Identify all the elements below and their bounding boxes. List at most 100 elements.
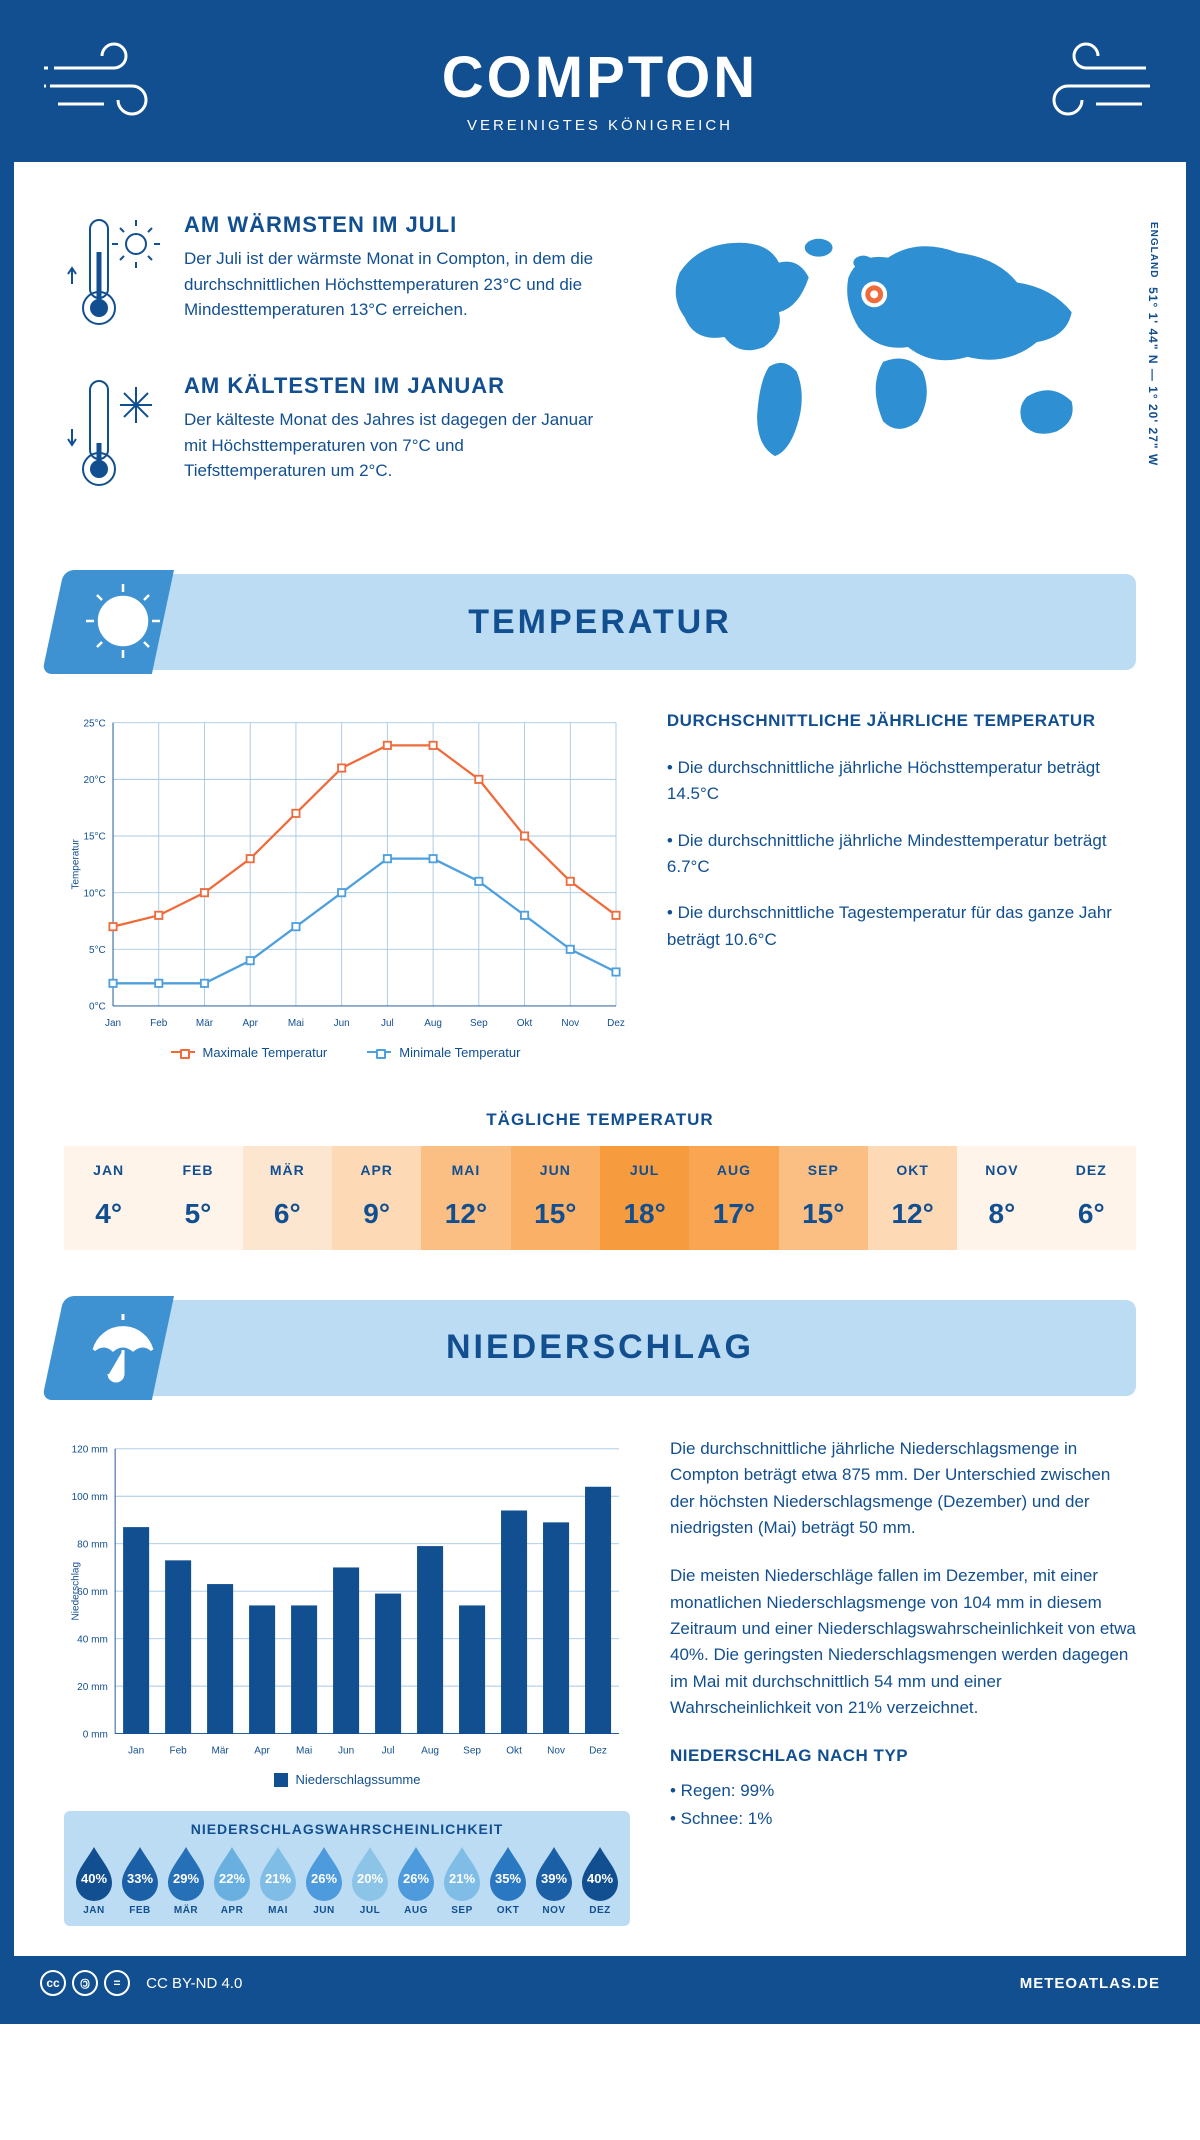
footer: cc 🄯 = CC BY-ND 4.0 METEOATLAS.DE xyxy=(14,1956,1186,2010)
legend-precip: Niederschlagssumme xyxy=(274,1772,421,1787)
svg-text:20°C: 20°C xyxy=(83,775,105,786)
svg-text:Feb: Feb xyxy=(150,1018,168,1029)
svg-text:Niederschlag: Niederschlag xyxy=(71,1562,82,1621)
svg-text:Dez: Dez xyxy=(607,1018,625,1029)
site-name: METEOATLAS.DE xyxy=(1020,1975,1160,1992)
prob-drop: 26% AUG xyxy=(394,1845,438,1916)
nd-icon: = xyxy=(104,1970,130,1996)
svg-text:Nov: Nov xyxy=(547,1746,565,1757)
umbrella-icon xyxy=(64,1296,194,1400)
by-icon: 🄯 xyxy=(72,1970,98,1996)
svg-text:Nov: Nov xyxy=(561,1018,579,1029)
daily-cell: FEB5° xyxy=(153,1146,242,1250)
daily-cell: JUN15° xyxy=(511,1146,600,1250)
temperature-facts: DURCHSCHNITTLICHE JÄHRLICHE TEMPERATUR •… xyxy=(667,710,1136,1060)
license-text: CC BY-ND 4.0 xyxy=(146,1975,242,1992)
svg-text:Mai: Mai xyxy=(296,1746,312,1757)
svg-text:Mär: Mär xyxy=(211,1746,229,1757)
prob-drop: 35% OKT xyxy=(486,1845,530,1916)
precip-probability: NIEDERSCHLAGSWAHRSCHEINLICHKEIT 40% JAN … xyxy=(64,1811,630,1926)
svg-text:Feb: Feb xyxy=(169,1746,187,1757)
svg-text:Apr: Apr xyxy=(254,1746,270,1757)
precip-chart: 0 mm 20 mm 40 mm 60 mm 80 mm 100 mm 120 mm Jan F… xyxy=(64,1436,630,1788)
temperature-banner: TEMPERATUR xyxy=(64,574,1136,670)
coldest-title: AM KÄLTESTEN IM JANUAR xyxy=(184,373,610,399)
section-title: NIEDERSCHLAG xyxy=(446,1328,754,1367)
prob-drop: 29% MÄR xyxy=(164,1845,208,1916)
svg-text:100 mm: 100 mm xyxy=(72,1492,108,1503)
svg-text:20 mm: 20 mm xyxy=(77,1682,108,1693)
prob-drop: 21% MAI xyxy=(256,1845,300,1916)
svg-text:Apr: Apr xyxy=(242,1018,258,1029)
thermometer-hot-icon xyxy=(64,212,164,337)
header: COMPTON VEREINIGTES KÖNIGREICH xyxy=(14,14,1186,162)
cc-icon: cc xyxy=(40,1970,66,1996)
legend-max: Maximale Temperatur xyxy=(171,1045,328,1060)
svg-text:Sep: Sep xyxy=(470,1018,488,1029)
daily-cell: DEZ6° xyxy=(1047,1146,1136,1250)
svg-text:Mär: Mär xyxy=(196,1018,214,1029)
world-map xyxy=(640,212,1136,472)
thermometer-cold-icon xyxy=(64,373,164,498)
warmest-block: AM WÄRMSTEN IM JULI Der Juli ist der wär… xyxy=(64,212,610,337)
coldest-text: Der kälteste Monat des Jahres ist dagege… xyxy=(184,407,610,484)
svg-text:60 mm: 60 mm xyxy=(77,1587,108,1598)
daily-cell: MÄR6° xyxy=(243,1146,332,1250)
svg-text:120 mm: 120 mm xyxy=(72,1444,108,1455)
svg-text:Jan: Jan xyxy=(105,1018,121,1029)
page-title: COMPTON xyxy=(14,44,1186,111)
prob-drop: 22% APR xyxy=(210,1845,254,1916)
prob-drop: 40% DEZ xyxy=(578,1845,622,1916)
prob-drop: 26% JUN xyxy=(302,1845,346,1916)
precip-text: Die durchschnittliche jährliche Niedersc… xyxy=(670,1436,1136,1927)
svg-text:10°C: 10°C xyxy=(83,888,105,899)
svg-text:0°C: 0°C xyxy=(89,1002,106,1013)
prob-drop: 40% JAN xyxy=(72,1845,116,1916)
page-subtitle: VEREINIGTES KÖNIGREICH xyxy=(14,117,1186,134)
prob-drop: 20% JUL xyxy=(348,1845,392,1916)
svg-text:Jul: Jul xyxy=(381,1018,394,1029)
svg-text:Sep: Sep xyxy=(463,1746,481,1757)
svg-text:25°C: 25°C xyxy=(83,718,105,729)
svg-text:Okt: Okt xyxy=(506,1746,522,1757)
coordinates: ENGLAND 51° 1' 44" N — 1° 20' 27" W xyxy=(1146,222,1160,466)
wind-icon xyxy=(1036,38,1156,128)
svg-text:15°C: 15°C xyxy=(83,832,105,843)
precip-banner: NIEDERSCHLAG xyxy=(64,1300,1136,1396)
daily-cell: APR9° xyxy=(332,1146,421,1250)
legend-min: Minimale Temperatur xyxy=(367,1045,520,1060)
daily-cell: JAN4° xyxy=(64,1146,153,1250)
daily-cell: NOV8° xyxy=(957,1146,1046,1250)
coldest-block: AM KÄLTESTEN IM JANUAR Der kälteste Mona… xyxy=(64,373,610,498)
svg-text:5°C: 5°C xyxy=(89,945,106,956)
daily-temp-grid: JAN4° FEB5° MÄR6° APR9° MAI12° JUN15° JU… xyxy=(64,1146,1136,1250)
daily-temp-title: TÄGLICHE TEMPERATUR xyxy=(14,1110,1186,1130)
svg-text:Aug: Aug xyxy=(424,1018,442,1029)
svg-text:40 mm: 40 mm xyxy=(77,1634,108,1645)
daily-cell: JUL18° xyxy=(600,1146,689,1250)
svg-text:Jun: Jun xyxy=(334,1018,350,1029)
daily-cell: SEP15° xyxy=(779,1146,868,1250)
svg-text:Mai: Mai xyxy=(288,1018,304,1029)
svg-text:Temperatur: Temperatur xyxy=(71,838,82,889)
daily-cell: OKT12° xyxy=(868,1146,957,1250)
sun-icon xyxy=(64,570,194,674)
svg-text:Dez: Dez xyxy=(589,1746,607,1757)
svg-text:Jul: Jul xyxy=(382,1746,395,1757)
temperature-chart: 0°C 5°C 10°C 15°C 20°C 25°C Jan Feb Mär Apr Mai Jun… xyxy=(64,710,627,1060)
daily-cell: MAI12° xyxy=(421,1146,510,1250)
warmest-title: AM WÄRMSTEN IM JULI xyxy=(184,212,610,238)
svg-text:Aug: Aug xyxy=(421,1746,439,1757)
svg-text:Okt: Okt xyxy=(517,1018,533,1029)
svg-text:Jun: Jun xyxy=(338,1746,354,1757)
svg-text:0 mm: 0 mm xyxy=(83,1729,108,1740)
prob-drop: 33% FEB xyxy=(118,1845,162,1916)
svg-text:Jan: Jan xyxy=(128,1746,144,1757)
svg-text:80 mm: 80 mm xyxy=(77,1539,108,1550)
wind-icon xyxy=(44,38,164,128)
prob-drop: 21% SEP xyxy=(440,1845,484,1916)
warmest-text: Der Juli ist der wärmste Monat in Compto… xyxy=(184,246,610,323)
section-title: TEMPERATUR xyxy=(468,603,732,642)
daily-cell: AUG17° xyxy=(689,1146,778,1250)
prob-drop: 39% NOV xyxy=(532,1845,576,1916)
